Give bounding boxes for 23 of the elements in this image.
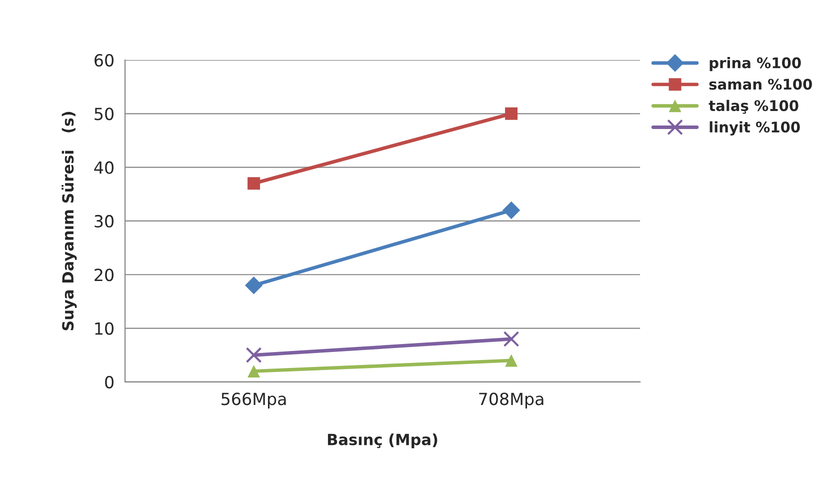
point [502, 201, 520, 220]
y-tick-label: 30 [94, 214, 114, 228]
y-tick-label: 20 [94, 268, 114, 282]
point [244, 276, 263, 294]
y-axis-title: Suya Dayanım Süresi (s) [62, 112, 77, 330]
x-tick-label: 566Mpa [222, 392, 286, 408]
y-tick-label: 40 [94, 161, 114, 174]
x-tick-label: 708Mpa [479, 392, 544, 408]
point [503, 331, 520, 347]
x-axis-title: Basınç (Mpa) [328, 433, 438, 448]
point [246, 347, 262, 364]
y-tick-label: 60 [94, 54, 114, 67]
legend-label: talaş %100 [708, 100, 798, 114]
legend-label: saman %100 [709, 78, 812, 90]
point [248, 177, 260, 190]
y-tick-label: 0 [105, 376, 114, 388]
point [505, 107, 518, 120]
y-tick-label: 50 [94, 108, 114, 120]
point [505, 354, 518, 367]
y-tick-label: 10 [95, 322, 114, 335]
legend-label: prina %100 [710, 57, 801, 72]
point [248, 364, 260, 378]
legend-label: linyit %100 [710, 121, 800, 136]
